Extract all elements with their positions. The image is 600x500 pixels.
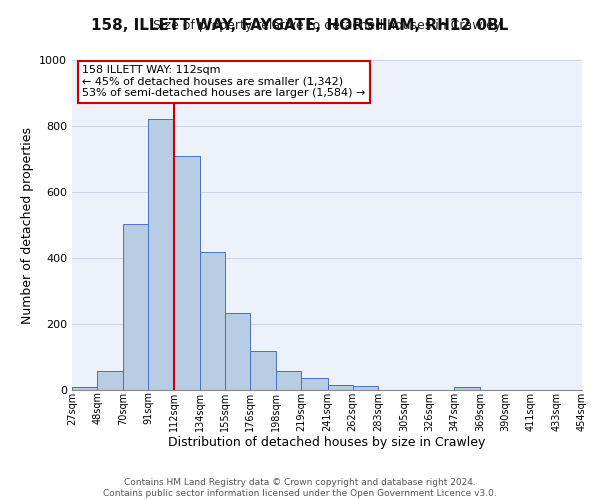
Bar	[328, 385, 353, 390]
Bar	[454, 386, 481, 390]
Text: Contains HM Land Registry data © Crown copyright and database right 2024.
Contai: Contains HM Land Registry data © Crown c…	[103, 478, 497, 498]
Bar	[97, 371, 124, 390]
Bar	[276, 371, 301, 390]
Bar	[200, 252, 225, 390]
Bar	[250, 350, 276, 390]
Bar	[301, 378, 328, 390]
Bar	[225, 314, 250, 390]
X-axis label: Distribution of detached houses by size in Crawley: Distribution of detached houses by size …	[169, 436, 485, 450]
Bar	[124, 224, 148, 390]
Y-axis label: Number of detached properties: Number of detached properties	[20, 126, 34, 324]
Bar	[148, 118, 173, 390]
Bar	[173, 156, 200, 390]
Bar	[72, 386, 97, 390]
Bar	[353, 386, 378, 390]
Text: 158, ILLETT WAY, FAYGATE, HORSHAM, RH12 0BL: 158, ILLETT WAY, FAYGATE, HORSHAM, RH12 …	[91, 18, 509, 32]
Text: 158 ILLETT WAY: 112sqm
← 45% of detached houses are smaller (1,342)
53% of semi-: 158 ILLETT WAY: 112sqm ← 45% of detached…	[82, 65, 365, 98]
Title: Size of property relative to detached houses in Crawley: Size of property relative to detached ho…	[153, 20, 501, 32]
